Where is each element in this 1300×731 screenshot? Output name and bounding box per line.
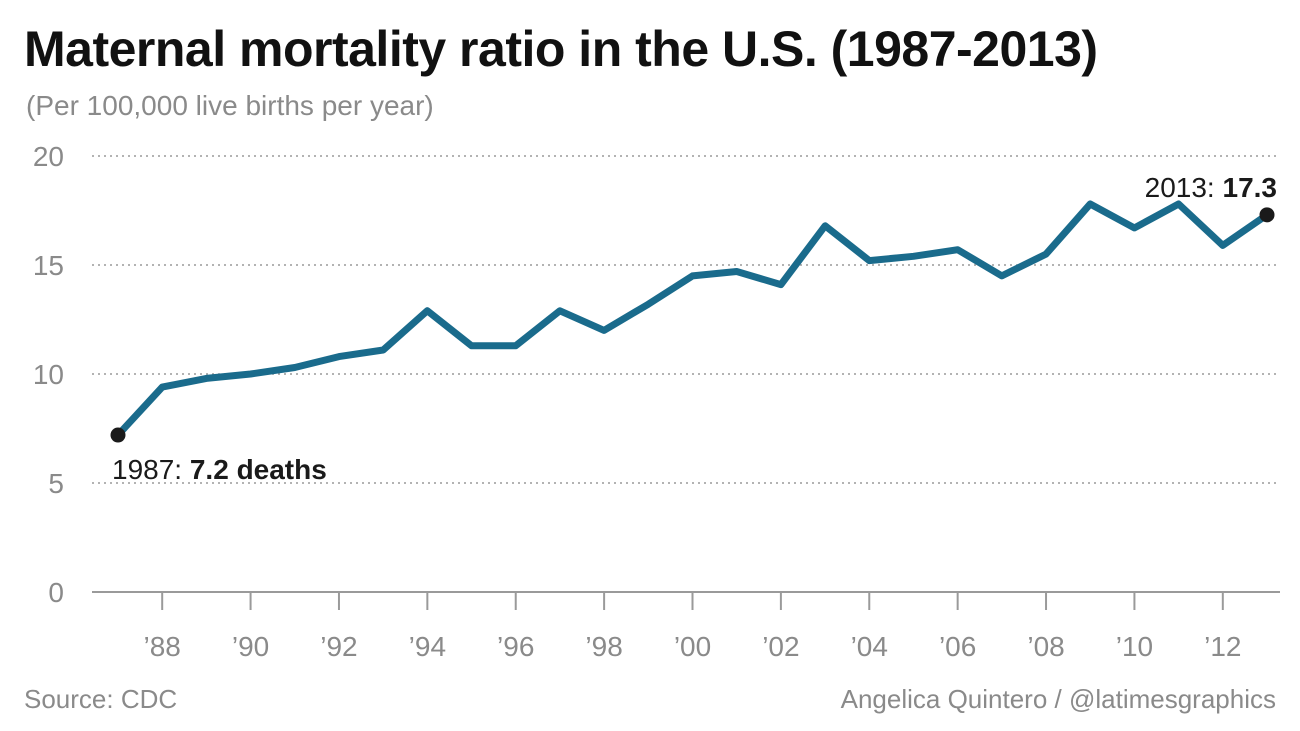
source-note: Source: CDC xyxy=(24,684,178,714)
series-line xyxy=(114,200,1271,439)
data-point xyxy=(955,247,961,253)
series xyxy=(114,200,1271,439)
x-tick-label: ’96 xyxy=(497,631,534,662)
data-point xyxy=(645,301,651,307)
x-tick-label: ’92 xyxy=(320,631,357,662)
endpoint-marker xyxy=(110,427,126,443)
data-point xyxy=(1131,225,1137,231)
data-point xyxy=(734,269,740,275)
x-axis-ticks: ’88 ’90 ’92 ’94 ’96 ’98 ’00 ’02 ’04 ’06 ’08 ’10 ’12 xyxy=(144,592,1241,662)
x-tick-label: ’88 xyxy=(144,631,181,662)
data-point xyxy=(159,384,165,390)
x-tick-label: ’06 xyxy=(939,631,976,662)
x-tick-label: ’98 xyxy=(585,631,622,662)
annotation-year: 2013: xyxy=(1145,172,1223,203)
x-tick-label: ’00 xyxy=(674,631,711,662)
data-point xyxy=(690,273,696,279)
data-point xyxy=(380,347,386,353)
data-point xyxy=(910,253,916,259)
data-point xyxy=(778,282,784,288)
annotation-label: 2013: 17.3 xyxy=(1145,172,1277,203)
data-point xyxy=(203,375,209,381)
annotation-value: 7.2 deaths xyxy=(190,454,327,485)
x-tick-label: ’94 xyxy=(409,631,446,662)
gridlines xyxy=(92,155,1280,593)
x-tick-label: ’12 xyxy=(1204,631,1241,662)
data-point xyxy=(424,308,430,314)
x-tick-label: ’04 xyxy=(851,631,888,662)
y-tick-label: 5 xyxy=(48,468,64,499)
data-point xyxy=(866,258,872,264)
y-tick-label: 10 xyxy=(33,359,64,390)
data-point xyxy=(336,354,342,360)
annotation-label: 1987: 7.2 deaths xyxy=(112,454,327,485)
x-tick-label: ’08 xyxy=(1027,631,1064,662)
y-tick-label: 0 xyxy=(48,577,64,608)
annotations: 1987: 7.2 deaths 2013: 17.3 xyxy=(110,172,1277,485)
x-tick-label: ’10 xyxy=(1116,631,1153,662)
data-point xyxy=(999,273,1005,279)
data-point xyxy=(601,327,607,333)
data-point xyxy=(1220,242,1226,248)
chart-subtitle: (Per 100,000 live births per year) xyxy=(26,90,434,121)
data-point xyxy=(292,364,298,370)
y-axis-ticks: 0 5 10 15 20 xyxy=(33,141,64,608)
y-tick-label: 20 xyxy=(33,141,64,172)
data-point xyxy=(1087,201,1093,207)
data-point xyxy=(557,308,563,314)
y-tick-label: 15 xyxy=(33,250,64,281)
x-tick-label: ’02 xyxy=(762,631,799,662)
annotation-value: 17.3 xyxy=(1223,172,1278,203)
credit-note: Angelica Quintero / @latimesgraphics xyxy=(840,684,1276,714)
data-point xyxy=(822,223,828,229)
x-tick-label: ’90 xyxy=(232,631,269,662)
annotation-year: 1987: xyxy=(112,454,190,485)
data-point xyxy=(1043,251,1049,257)
chart-title: Maternal mortality ratio in the U.S. (19… xyxy=(24,21,1098,77)
data-point xyxy=(513,343,519,349)
data-point xyxy=(248,371,254,377)
data-point xyxy=(469,343,475,349)
endpoint-marker xyxy=(1259,207,1275,223)
